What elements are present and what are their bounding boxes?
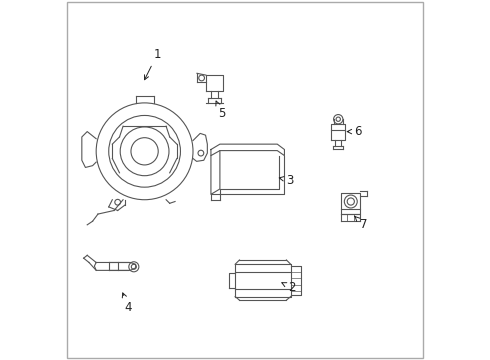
Text: 6: 6 [347,125,362,138]
Text: 5: 5 [216,101,225,120]
Text: 2: 2 [282,281,295,294]
Text: 1: 1 [145,48,161,80]
Text: 4: 4 [122,293,132,314]
Text: 3: 3 [279,174,294,186]
Text: 7: 7 [355,216,367,231]
